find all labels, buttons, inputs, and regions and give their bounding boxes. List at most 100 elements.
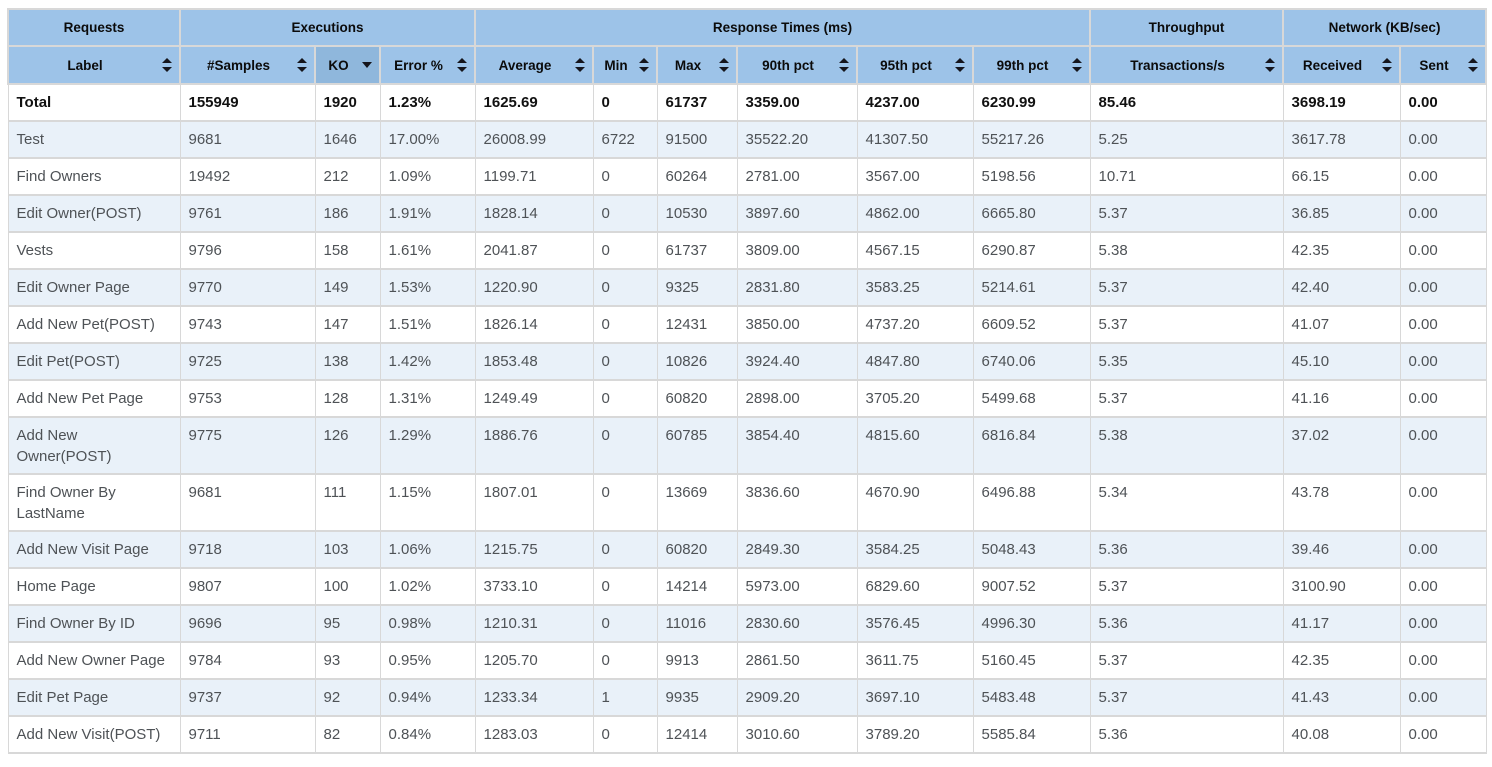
cell-min: 0 [592, 530, 658, 569]
sort-both-icon[interactable] [162, 58, 172, 72]
cell-99th-pct: 5198.56 [972, 157, 1091, 196]
cell-sent: 0.00 [1399, 231, 1487, 270]
cell-95th-pct: 4862.00 [856, 194, 974, 233]
cell-min: 0 [592, 305, 658, 344]
column-header-label: 90th pct [762, 57, 814, 73]
sort-both-icon[interactable] [1382, 58, 1393, 72]
row-label: Add New Owner Page [7, 641, 181, 680]
column-header-label[interactable]: Label [7, 45, 181, 85]
cell-99th-pct: 5499.68 [972, 379, 1091, 418]
group-header-network-kb-sec: Network (KB/sec) [1282, 8, 1488, 47]
column-header-average[interactable]: Average [474, 45, 595, 85]
cell-max: 9325 [656, 268, 738, 307]
cell-error: 1.31% [379, 379, 476, 418]
sort-both-icon[interactable] [1265, 58, 1276, 72]
cell-max: 9913 [656, 641, 738, 680]
group-header-throughput: Throughput [1089, 8, 1285, 47]
cell-90th-pct: 3359.00 [736, 83, 858, 122]
sort-both-icon[interactable] [297, 58, 307, 72]
cell-sent: 0.00 [1399, 715, 1487, 754]
cell-transactions-s: 5.36 [1089, 604, 1284, 643]
row-label: Add New Pet Page [7, 379, 181, 418]
table-row-edit-owner-post: Edit Owner(POST) 9761 186 1.91% 1828.14 0 1053… [7, 194, 1487, 233]
cell-95th-pct: 3583.25 [856, 268, 974, 307]
cell-99th-pct: 6816.84 [972, 416, 1091, 475]
cell-95th-pct: 3567.00 [856, 157, 974, 196]
statistics-page: Requests Executions Response Times (ms) Thr… [7, 8, 1488, 754]
cell-samples: 9681 [179, 120, 316, 159]
row-label: Total [7, 83, 181, 122]
column-header-label: 99th pct [996, 57, 1049, 73]
cell-transactions-s: 5.37 [1089, 641, 1284, 680]
column-header-label: Min [604, 57, 628, 73]
table-row-add-new-visit-page: Add New Visit Page 9718 103 1.06% 1215.75 0 60… [7, 530, 1487, 569]
cell-min: 0 [592, 641, 658, 680]
cell-max: 13669 [656, 473, 738, 532]
sort-both-icon[interactable] [457, 58, 468, 72]
cell-90th-pct: 5973.00 [736, 567, 858, 606]
cell-max: 91500 [656, 120, 738, 159]
cell-min: 0 [592, 342, 658, 381]
cell-ko: 138 [314, 342, 381, 381]
row-label: Edit Pet Page [7, 678, 181, 717]
column-header-samples[interactable]: #Samples [179, 45, 316, 85]
cell-error: 1.02% [379, 567, 476, 606]
cell-max: 61737 [656, 83, 738, 122]
cell-samples: 155949 [179, 83, 316, 122]
cell-sent: 0.00 [1399, 120, 1487, 159]
cell-error: 1.06% [379, 530, 476, 569]
cell-received: 41.16 [1282, 379, 1401, 418]
sort-both-icon[interactable] [1468, 58, 1479, 72]
row-label: Edit Owner Page [7, 268, 181, 307]
cell-90th-pct: 2909.20 [736, 678, 858, 717]
cell-95th-pct: 3576.45 [856, 604, 974, 643]
column-header-90th-pct[interactable]: 90th pct [736, 45, 859, 85]
column-header-sent[interactable]: Sent [1399, 45, 1488, 85]
cell-transactions-s: 10.71 [1089, 157, 1284, 196]
column-header-95th-pct[interactable]: 95th pct [856, 45, 975, 85]
cell-90th-pct: 2831.80 [736, 268, 858, 307]
sort-both-icon[interactable] [575, 58, 586, 72]
table-row-edit-pet-post: Edit Pet(POST) 9725 138 1.42% 1853.48 0 10826 3… [7, 342, 1487, 381]
cell-95th-pct: 3697.10 [856, 678, 974, 717]
cell-min: 0 [592, 416, 658, 475]
row-label: Home Page [7, 567, 181, 606]
column-header-min[interactable]: Min [592, 45, 659, 85]
group-header-row: Requests Executions Response Times (ms) Thr… [7, 8, 1488, 47]
table-row-find-owners: Find Owners 19492 212 1.09% 1199.71 0 60264 278… [7, 157, 1487, 196]
sort-desc-icon[interactable] [362, 62, 372, 68]
cell-transactions-s: 5.37 [1089, 379, 1284, 418]
sort-both-icon[interactable] [839, 58, 850, 72]
sort-both-icon[interactable] [1072, 58, 1083, 72]
cell-max: 12431 [656, 305, 738, 344]
cell-min: 0 [592, 231, 658, 270]
cell-transactions-s: 5.25 [1089, 120, 1284, 159]
sort-both-icon[interactable] [719, 58, 730, 72]
cell-average: 1199.71 [474, 157, 594, 196]
cell-99th-pct: 6665.80 [972, 194, 1091, 233]
cell-max: 60264 [656, 157, 738, 196]
column-header-99th-pct[interactable]: 99th pct [972, 45, 1092, 85]
cell-95th-pct: 4237.00 [856, 83, 974, 122]
column-header-ko[interactable]: KO [314, 45, 381, 85]
cell-transactions-s: 5.37 [1089, 305, 1284, 344]
cell-sent: 0.00 [1399, 567, 1487, 606]
cell-average: 1625.69 [474, 83, 594, 122]
cell-error: 1.42% [379, 342, 476, 381]
cell-received: 42.35 [1282, 231, 1401, 270]
cell-transactions-s: 5.38 [1089, 231, 1284, 270]
cell-received: 37.02 [1282, 416, 1401, 475]
sort-both-icon[interactable] [639, 58, 650, 72]
cell-transactions-s: 5.34 [1089, 473, 1284, 532]
column-header-max[interactable]: Max [656, 45, 739, 85]
sort-both-icon[interactable] [955, 58, 966, 72]
cell-ko: 92 [314, 678, 381, 717]
column-header-error[interactable]: Error % [378, 45, 477, 85]
cell-sent: 0.00 [1399, 268, 1487, 307]
cell-average: 2041.87 [474, 231, 594, 270]
cell-transactions-s: 85.46 [1089, 83, 1284, 122]
column-header-transactions-s[interactable]: Transactions/s [1089, 45, 1285, 85]
cell-max: 14214 [656, 567, 738, 606]
column-header-received[interactable]: Received [1282, 45, 1402, 85]
cell-max: 11016 [656, 604, 738, 643]
